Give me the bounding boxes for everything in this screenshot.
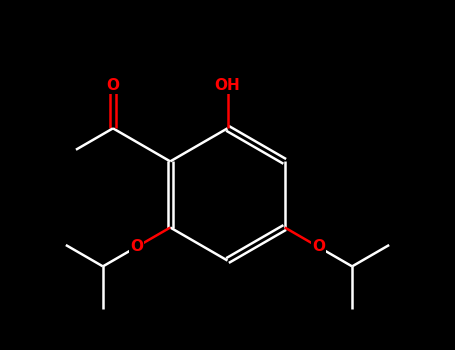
Text: O: O: [312, 239, 325, 254]
Text: O: O: [106, 78, 120, 93]
Text: OH: OH: [215, 78, 240, 93]
Text: O: O: [130, 239, 143, 254]
